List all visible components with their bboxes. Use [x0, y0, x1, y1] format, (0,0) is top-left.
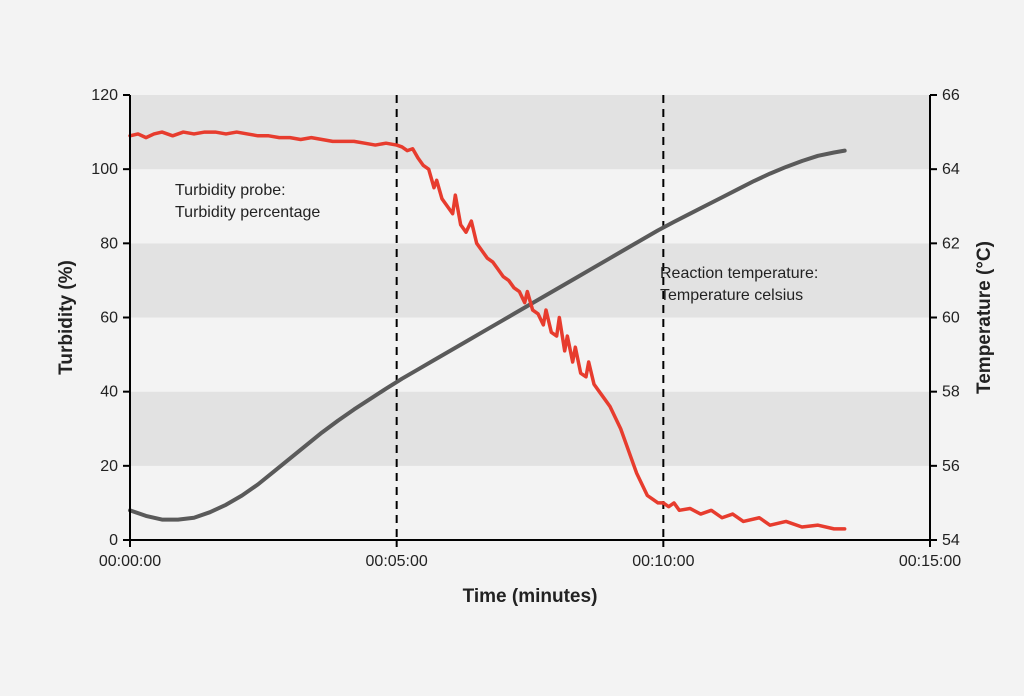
- y-left-tick-label: 20: [100, 458, 118, 475]
- grid-band: [130, 318, 930, 392]
- y-right-tick-label: 56: [942, 458, 960, 475]
- x-tick-label: 00:15:00: [899, 553, 961, 570]
- y-left-tick-label: 60: [100, 310, 118, 327]
- y-right-tick-label: 58: [942, 384, 960, 401]
- x-tick-label: 00:10:00: [632, 553, 694, 570]
- y-left-tick-label: 80: [100, 235, 118, 252]
- grid-band: [130, 466, 930, 540]
- y-right-tick-label: 66: [942, 87, 960, 104]
- chart-annotation: Turbidity percentage: [175, 204, 320, 221]
- y-left-tick-label: 40: [100, 384, 118, 401]
- y-right-tick-label: 62: [942, 235, 960, 252]
- chart-annotation: Turbidity probe:: [175, 182, 286, 199]
- turbidity-temperature-chart: 0 20 40 60 80 100 120 54 56 58 60 62 64 66 00:00:00 00:…: [0, 0, 1024, 696]
- y-right-tick-label: 64: [942, 161, 960, 178]
- y-right-tick-label: 54: [942, 532, 960, 549]
- y-left-axis-label: Turbidity (%): [56, 260, 77, 375]
- x-axis-label: Time (minutes): [463, 586, 598, 607]
- x-tick-label: 00:05:00: [366, 553, 428, 570]
- chart-annotation: Temperature celsius: [660, 287, 803, 304]
- chart-annotation: Reaction temperature:: [660, 265, 818, 282]
- y-left-tick-label: 0: [109, 532, 118, 549]
- y-left-tick-label: 120: [91, 87, 118, 104]
- y-right-axis-label: Temperature (°C): [974, 241, 995, 394]
- y-left-tick-label: 100: [91, 161, 118, 178]
- y-right-tick-label: 60: [942, 310, 960, 327]
- grid-band: [130, 392, 930, 466]
- x-tick-label: 00:00:00: [99, 553, 161, 570]
- chart-svg: 0 20 40 60 80 100 120 54 56 58 60 62 64 66 00:00:00 00:…: [0, 0, 1024, 696]
